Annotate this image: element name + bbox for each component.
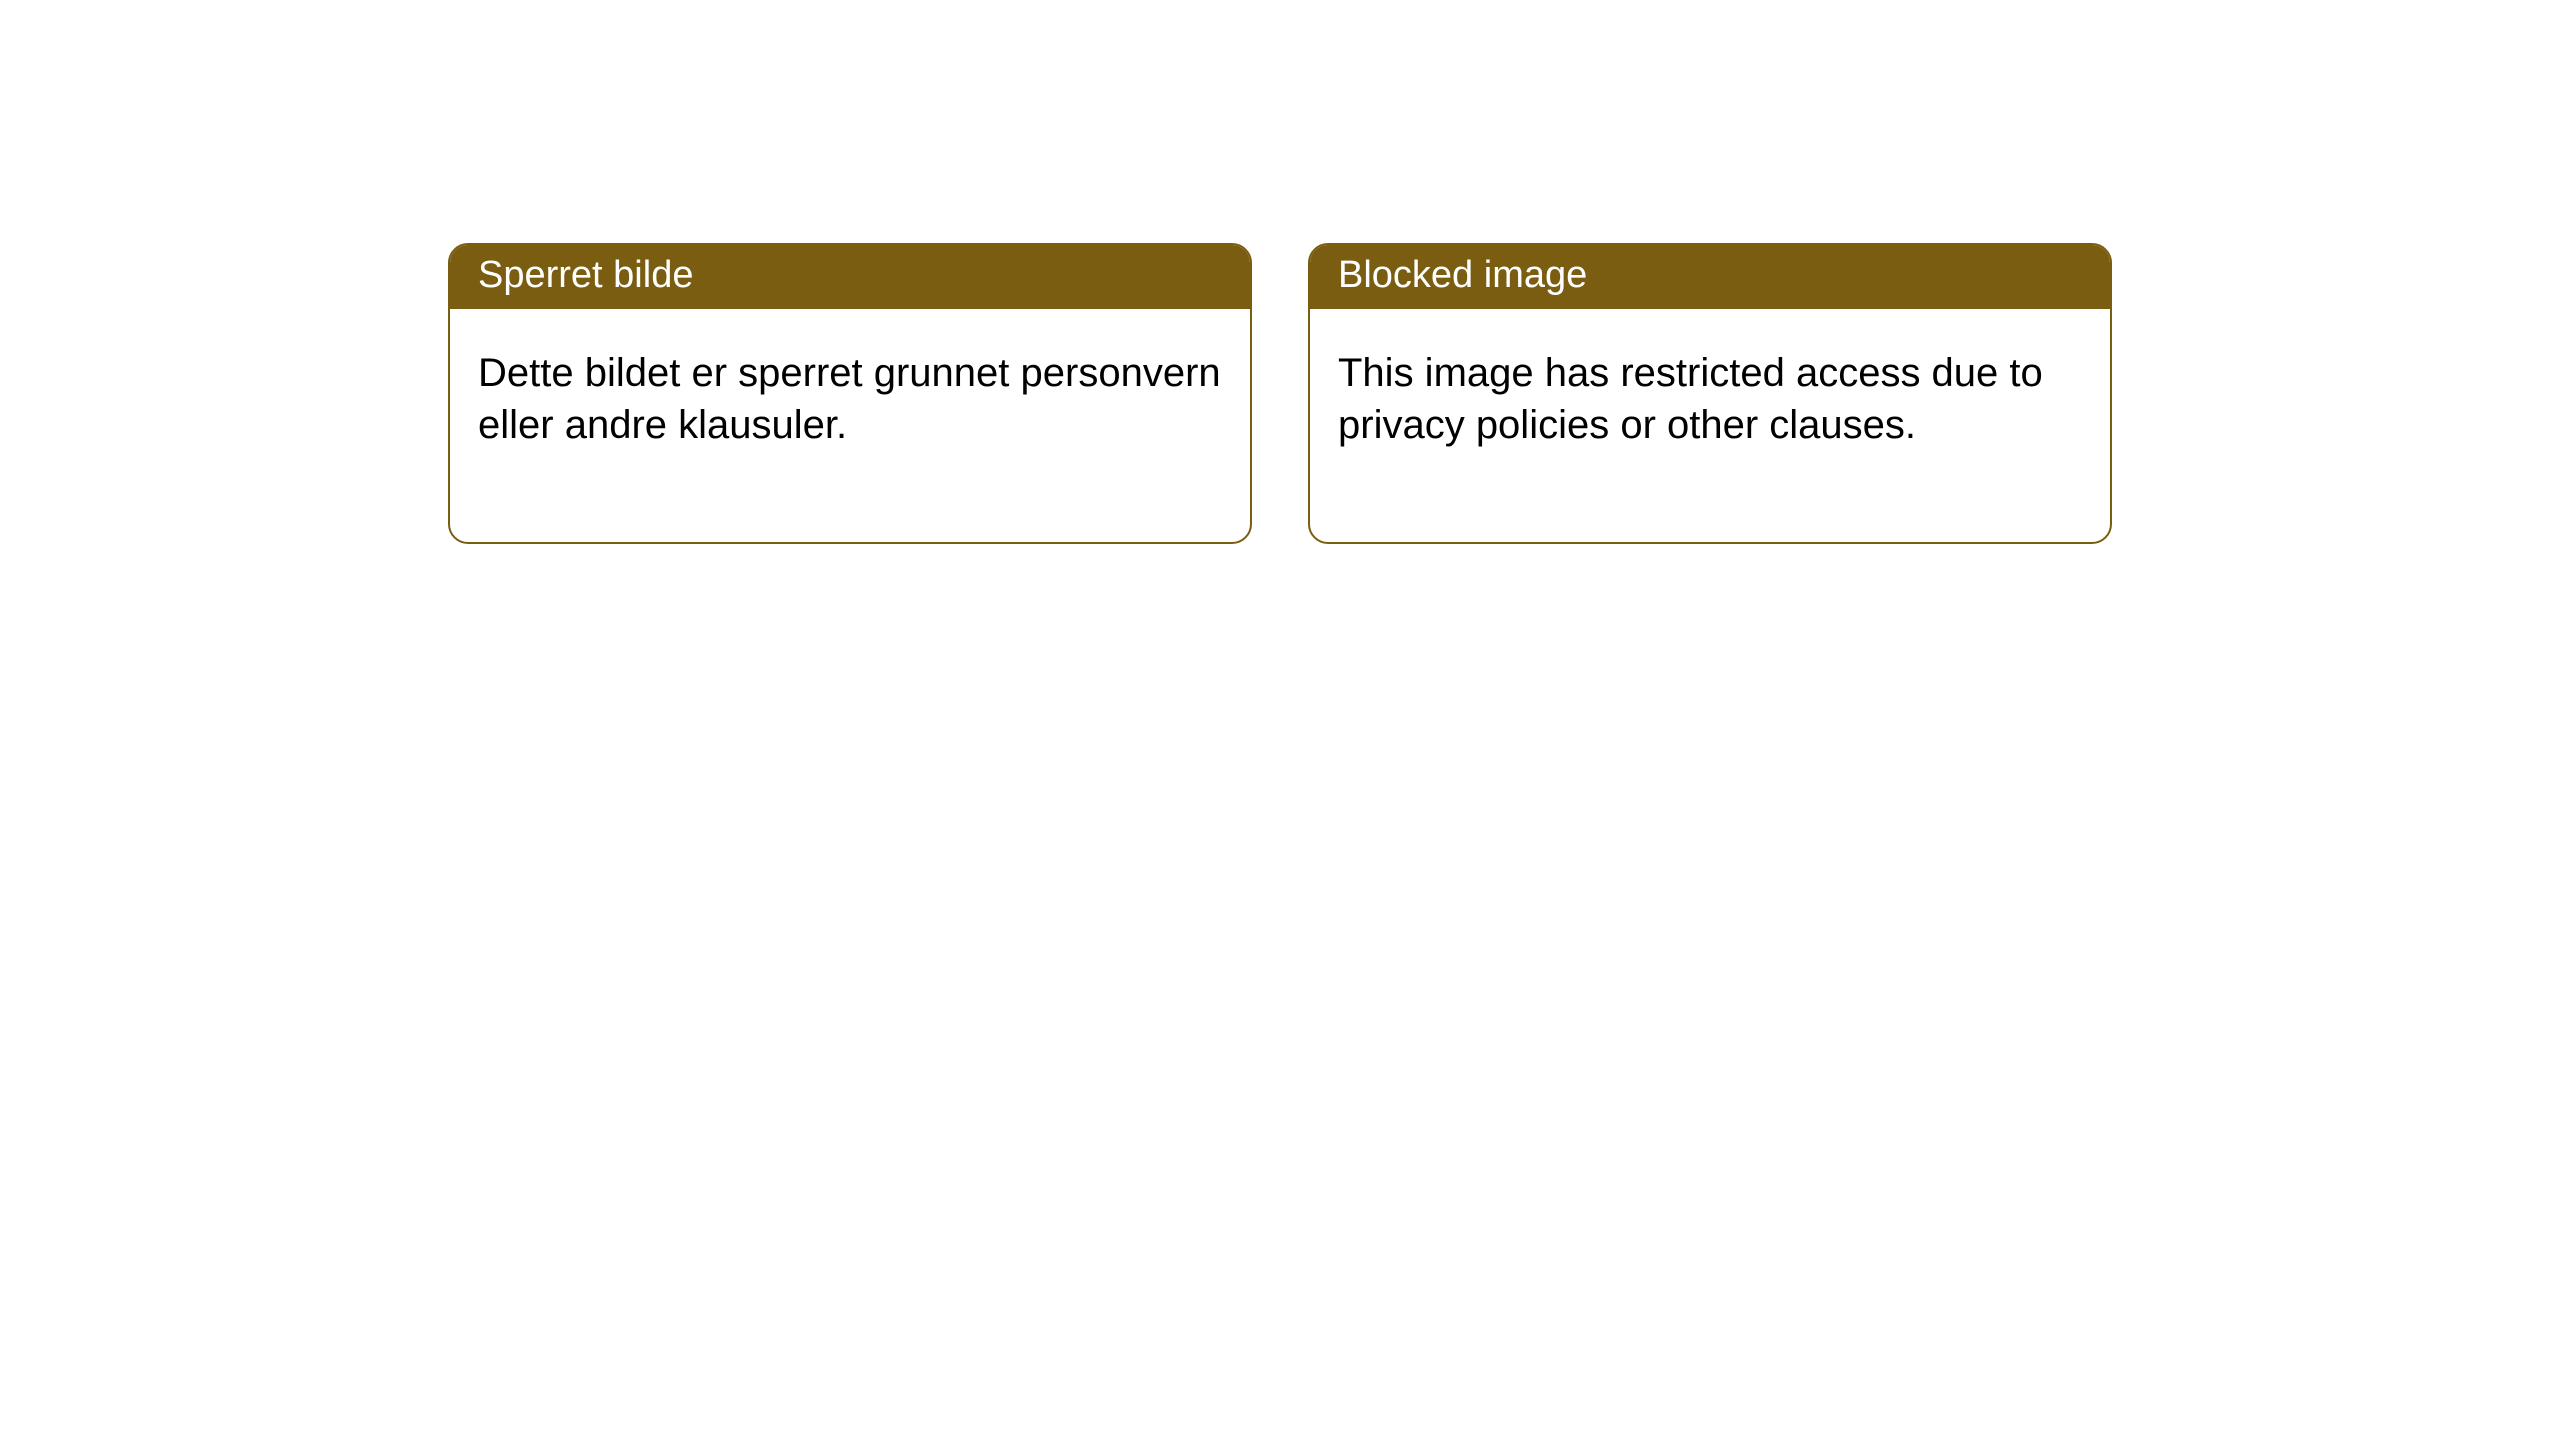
notice-title-english: Blocked image [1310, 245, 2110, 309]
notice-body-norwegian: Dette bildet er sperret grunnet personve… [450, 309, 1250, 543]
notice-card-english: Blocked image This image has restricted … [1308, 243, 2112, 544]
notice-body-english: This image has restricted access due to … [1310, 309, 2110, 543]
notice-title-norwegian: Sperret bilde [450, 245, 1250, 309]
notice-container: Sperret bilde Dette bildet er sperret gr… [0, 0, 2560, 544]
notice-card-norwegian: Sperret bilde Dette bildet er sperret gr… [448, 243, 1252, 544]
